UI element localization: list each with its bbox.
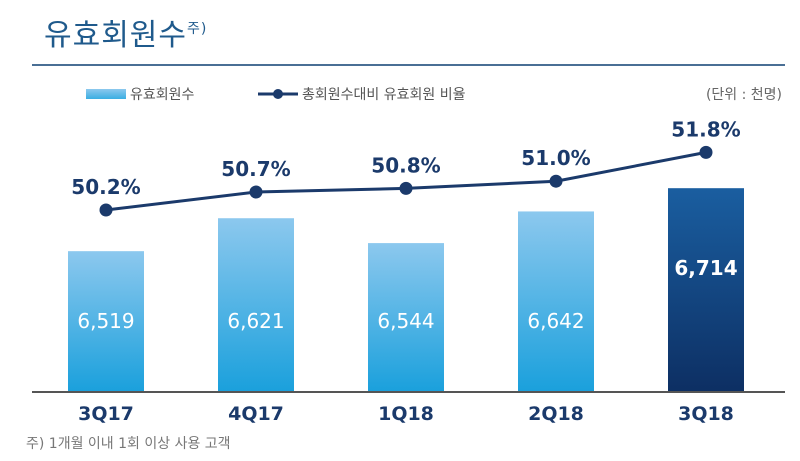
ratio-label: 50.2% xyxy=(71,175,140,199)
x-tick-label: 2Q18 xyxy=(528,403,584,425)
bar-1Q18 xyxy=(368,243,444,392)
footnote: 주) 1개월 이내 1회 이상 사용 고객 xyxy=(26,436,231,452)
x-tick-label: 1Q18 xyxy=(378,403,434,425)
bar-3Q18 xyxy=(668,188,744,392)
bar-4Q17 xyxy=(218,218,294,392)
ratio-point xyxy=(699,145,713,159)
x-tick-label: 4Q17 xyxy=(228,403,284,425)
legend-line-swatch xyxy=(258,89,298,99)
x-tick-label: 3Q18 xyxy=(678,403,734,425)
legend-line: 총회원수대비 유효회원 비율 xyxy=(258,84,465,104)
x-tick-label: 3Q17 xyxy=(78,403,134,425)
bar-label: 6,621 xyxy=(227,309,284,333)
bar-label: 6,544 xyxy=(377,309,434,333)
ratio-label: 51.8% xyxy=(671,117,740,141)
legend-bar-label: 유효회원수 xyxy=(130,87,195,103)
ratio-label: 50.8% xyxy=(371,153,440,177)
ratio-label: 51.0% xyxy=(521,146,590,170)
divider xyxy=(32,64,785,66)
ratio-point xyxy=(399,181,413,195)
bar-3Q17 xyxy=(68,251,144,392)
legend-line-label: 총회원수대비 유효회원 비율 xyxy=(302,87,466,103)
ratio-point xyxy=(99,203,113,217)
title-note: 주) xyxy=(187,21,208,37)
ratio-point xyxy=(549,174,563,188)
bar-2Q18 xyxy=(518,211,594,392)
legend-bar-swatch xyxy=(86,89,126,99)
unit-label: (단위 : 천명) xyxy=(705,87,782,103)
bar-label: 6,519 xyxy=(77,309,134,333)
bar-label: 6,642 xyxy=(527,309,584,333)
legend-bar: 유효회원수 xyxy=(86,84,194,104)
ratio-label: 50.7% xyxy=(221,157,290,181)
ratio-point xyxy=(249,185,263,199)
page-title: 유효회원수주) xyxy=(44,10,207,54)
bar-label: 6,714 xyxy=(674,256,737,280)
title-text: 유효회원수 xyxy=(44,18,187,53)
